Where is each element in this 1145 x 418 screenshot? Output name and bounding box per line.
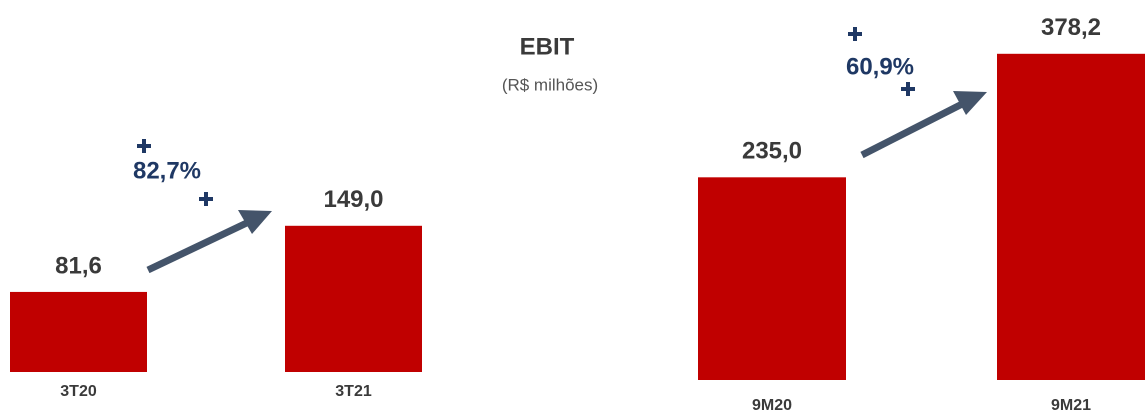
arrow-head xyxy=(953,91,987,115)
x-tick-label: 3T21 xyxy=(335,383,372,400)
arrow-head xyxy=(238,210,272,234)
value-label: 149,0 xyxy=(323,186,383,213)
chart-subtitle: (R$ milhões) xyxy=(502,75,598,94)
arrow-shaft xyxy=(860,96,972,159)
plus-icon xyxy=(901,82,915,96)
x-tick-label: 3T20 xyxy=(60,383,97,400)
plus-icon xyxy=(199,192,213,206)
growth-annotation: 82,7% xyxy=(133,157,201,184)
value-label: 235,0 xyxy=(742,138,802,165)
value-label: 81,6 xyxy=(55,252,102,279)
growth-arrow xyxy=(146,91,987,274)
value-label: 378,2 xyxy=(1041,14,1101,41)
bar xyxy=(997,53,1145,381)
bar xyxy=(698,177,846,380)
plus-icons xyxy=(137,27,915,206)
plus-icon xyxy=(137,139,151,153)
bar xyxy=(10,291,147,372)
growth-annotation: 60,9% xyxy=(846,53,914,80)
arrow-shaft xyxy=(146,215,257,274)
x-tick-label: 9M21 xyxy=(1051,397,1091,414)
x-tick-label: 9M20 xyxy=(752,397,792,414)
chart-title: EBIT xyxy=(520,33,575,60)
plus-icon xyxy=(848,27,862,41)
bar xyxy=(285,225,422,372)
